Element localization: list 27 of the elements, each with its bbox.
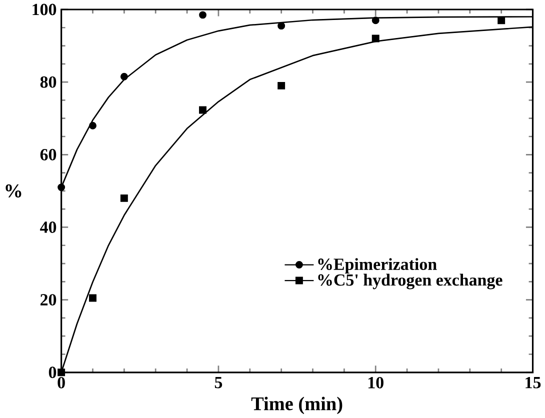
point [89, 294, 96, 302]
legend-label: %C5' hydrogen exchange [318, 274, 502, 290]
point [58, 184, 66, 192]
point [278, 22, 286, 30]
x-tick-label: 10 [368, 376, 384, 388]
y-tick-label: 60 [40, 148, 56, 160]
point [372, 34, 380, 42]
point [199, 106, 206, 114]
point [199, 11, 206, 19]
point [89, 122, 96, 130]
x-tick-label: 5 [214, 376, 222, 388]
y-axis-title: % [6, 184, 22, 198]
point [498, 16, 506, 24]
legend-label: %Epimerization [318, 258, 437, 274]
y-tick-label: 100 [32, 4, 56, 16]
y-tick-label: 0 [48, 366, 56, 378]
point [120, 72, 128, 80]
x-tick-label: 0 [58, 376, 65, 388]
y-tick-label: 80 [40, 76, 56, 88]
x-tick-label: 15 [526, 376, 541, 388]
point [120, 194, 128, 202]
point [58, 368, 66, 376]
point [372, 16, 380, 24]
point [278, 82, 286, 90]
x-axis-title: Time (min) [251, 396, 342, 414]
y-tick-label: 40 [40, 222, 56, 233]
y-tick-label: 20 [40, 294, 56, 306]
